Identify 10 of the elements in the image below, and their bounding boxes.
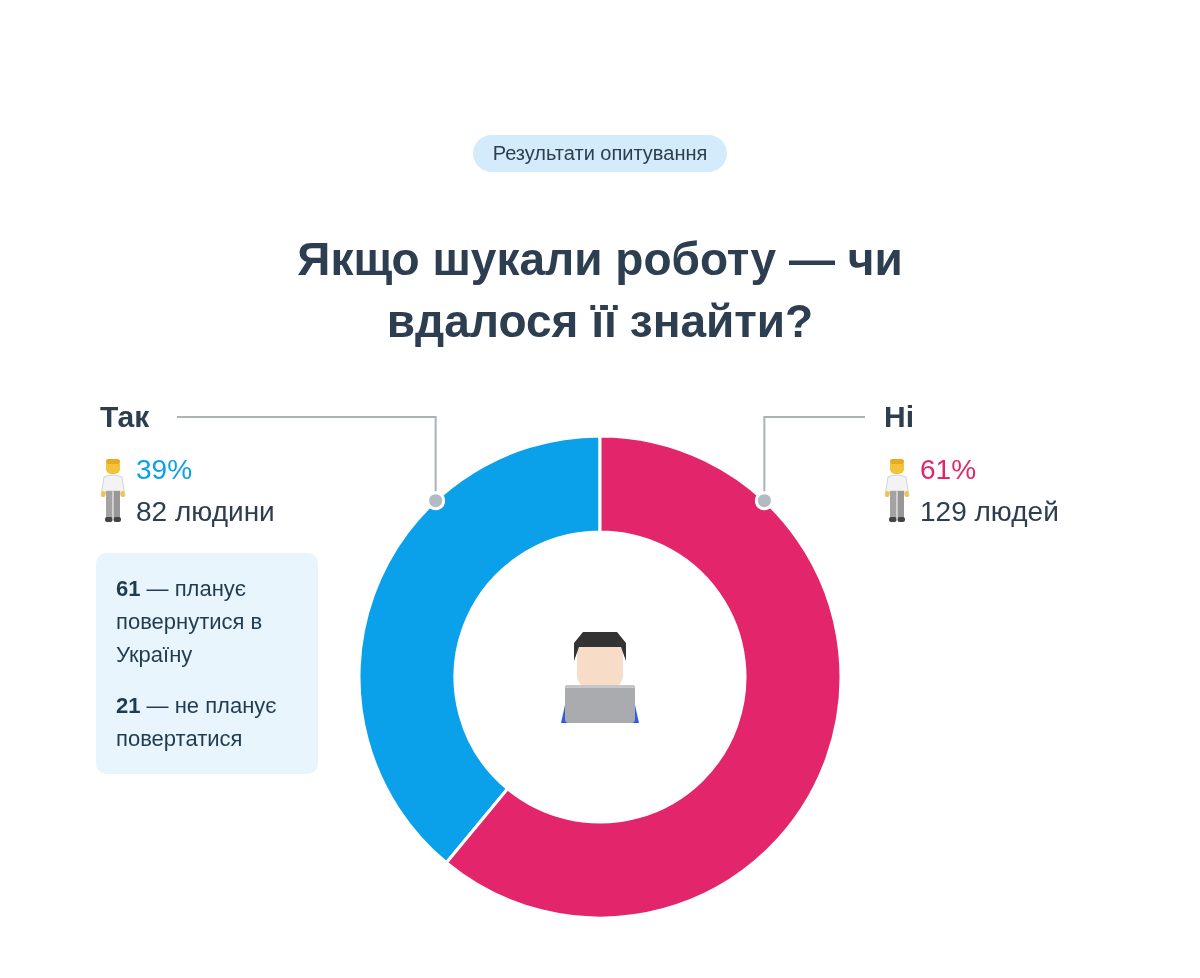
data-label: 39%	[136, 453, 194, 487]
slice-label: Ні	[884, 399, 915, 435]
slice-label: Так	[100, 399, 151, 435]
chart-subtitle: Результати опитування	[472, 135, 728, 172]
text: 21 — не планує повертатися	[116, 692, 278, 753]
text: 129 людей	[920, 496, 1059, 527]
text: 61 — планує повернутися в Україну	[116, 575, 264, 669]
data-label: 61%	[920, 453, 978, 487]
text: 82 людини	[136, 496, 275, 527]
chart-title: Якщо шукали роботу — чи вдалося її знайти?	[296, 232, 904, 349]
